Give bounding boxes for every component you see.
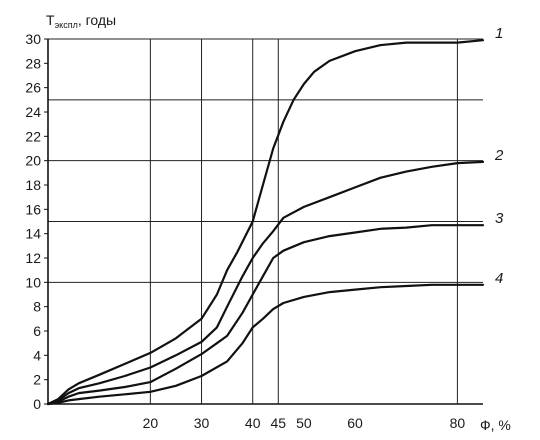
y-tick-label: 10	[25, 274, 41, 290]
curve-label-1: 1	[495, 25, 503, 42]
curve-label-3: 3	[495, 210, 504, 227]
x-axis-title: Ф, %	[480, 417, 511, 433]
curve-3	[46, 224, 485, 406]
curve-1	[46, 39, 485, 406]
grid	[48, 38, 483, 404]
y-axis-title-suffix: , годы	[78, 12, 116, 28]
x-tick-label: 30	[194, 415, 210, 431]
curve-labels: 1 2 3 4	[494, 25, 504, 287]
x-tick-label: 50	[296, 415, 312, 431]
curve-4	[46, 283, 485, 406]
y-tick-label: 14	[25, 226, 41, 242]
x-tick-label: 20	[143, 415, 159, 431]
y-tick-label: 16	[25, 201, 41, 217]
y-tick-label: 22	[25, 128, 41, 144]
axes	[47, 39, 483, 405]
y-tick-label: 28	[25, 55, 41, 71]
y-tick-label: 24	[25, 104, 41, 120]
y-axis-title: Tэкспл, годы	[46, 12, 116, 30]
y-tick-label: 0	[33, 396, 41, 412]
y-tick-label: 18	[25, 177, 41, 193]
y-tick-label: 26	[25, 80, 41, 96]
x-tick-label: 60	[347, 415, 363, 431]
curves	[46, 39, 485, 406]
y-axis-title-main: T	[46, 12, 55, 28]
y-tick-label: 8	[33, 299, 41, 315]
y-tick-label: 6	[33, 323, 41, 339]
curve-2	[46, 160, 485, 406]
y-tick-label: 2	[33, 372, 41, 388]
x-tick-label: 80	[450, 415, 466, 431]
x-tick-labels: 20 30 40 45 50 60 80	[143, 415, 466, 431]
x-tick-label: 40	[245, 415, 261, 431]
y-tick-label: 30	[25, 31, 41, 47]
x-tick-label: 45	[271, 415, 287, 431]
y-tick-label: 12	[25, 250, 41, 266]
curve-label-2: 2	[494, 147, 504, 164]
y-axis-title-subscript: экспл	[55, 20, 78, 30]
y-tick-label: 4	[33, 347, 41, 363]
y-tick-label: 20	[25, 153, 41, 169]
curve-label-4: 4	[495, 270, 503, 287]
